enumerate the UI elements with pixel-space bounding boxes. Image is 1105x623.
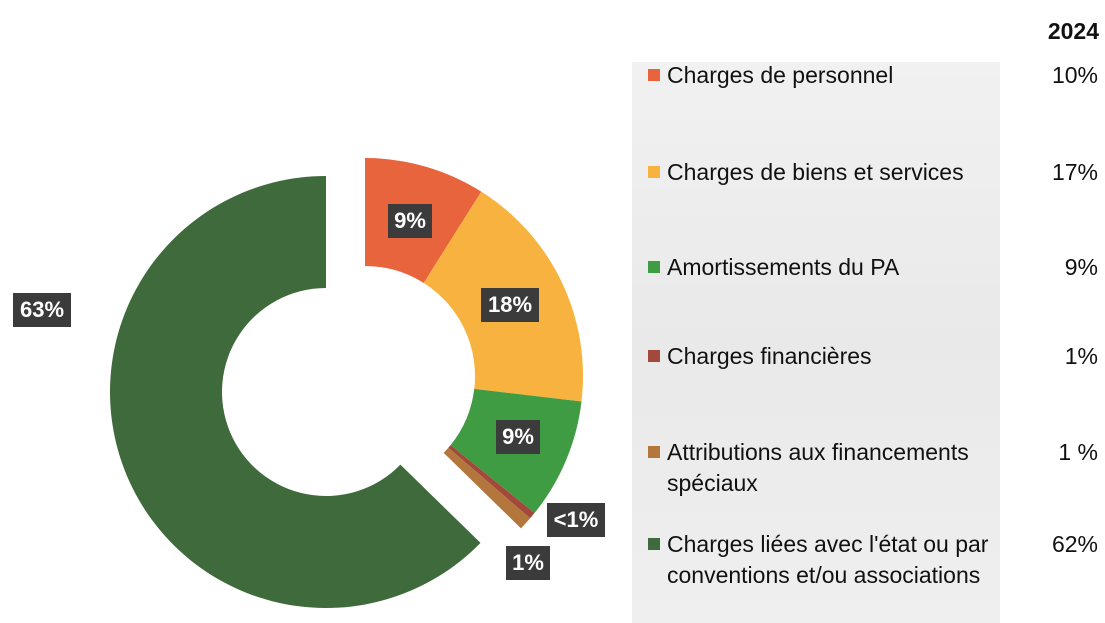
label-box [481,288,539,322]
legend-swatch [648,350,660,362]
data-label: 63% [20,297,64,322]
label-box [506,546,550,580]
legend-value: 17% [1051,159,1098,185]
legend-swatch [648,538,660,550]
legend-swatch [648,261,660,273]
legend-label: Charges liées avec l'état ou par convent… [667,531,989,588]
legend-background [632,62,1000,623]
legend-label: Amortissements du PA [667,254,900,280]
legend-value: 9% [1064,254,1098,280]
legend-swatch [648,166,660,178]
slice [443,447,531,529]
legend-value: 10% [1051,62,1098,88]
data-label: <1% [554,507,599,532]
legend-label: Charges de biens et services [667,159,964,185]
legend-swatch [648,69,660,81]
label-box [547,503,605,537]
legend-swatch [648,446,660,458]
legend-header: 2024 [1047,18,1099,44]
slice [110,176,481,608]
data-label: 18% [488,292,532,317]
legend-label: Charges financières [667,343,872,369]
data-label: 9% [394,208,426,233]
data-label: 1% [512,550,544,575]
label-box [13,293,71,327]
legend-value: 1 % [1058,439,1098,465]
legend-label: Attributions aux financements spéciaux [667,439,969,496]
data-label: 9% [502,424,534,449]
label-box [496,420,540,454]
label-box [388,204,432,238]
slice [448,445,535,519]
legend-value: 1% [1064,343,1098,369]
legend-value: 62% [1051,531,1098,557]
legend-label: Charges de personnel [667,62,894,88]
